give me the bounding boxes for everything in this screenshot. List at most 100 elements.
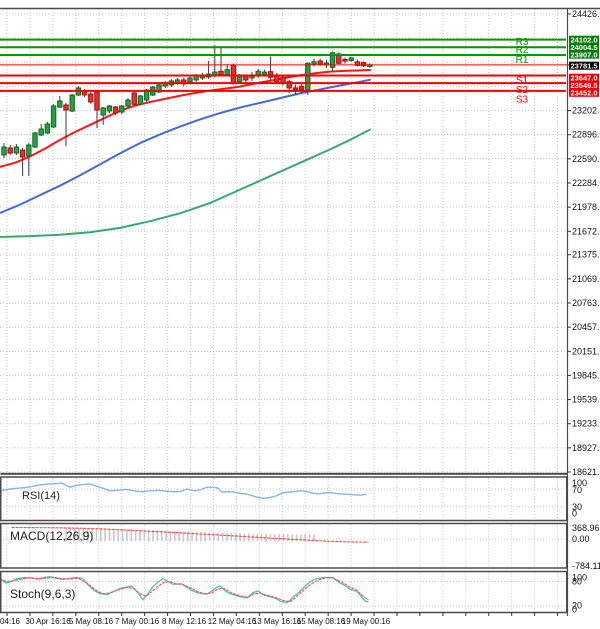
bear-candle xyxy=(354,61,361,66)
bull-candle xyxy=(38,128,44,136)
y-axis-label: 22590.0 xyxy=(572,154,600,164)
bull-candle xyxy=(69,94,75,112)
bear-candle xyxy=(360,62,367,67)
last-price-value: 23781.5 xyxy=(570,62,597,71)
pivot-s1-box xyxy=(569,73,599,82)
indicator-axis-label: 100 xyxy=(572,478,587,488)
y-axis-label: 19539.0 xyxy=(572,395,600,405)
x-axis-label: 04:16 xyxy=(0,617,21,626)
pivot-r3-value: 24102.0 xyxy=(570,36,597,45)
y-axis-label: 21978.0 xyxy=(572,202,600,212)
x-axis-label: 7 May 00:16 xyxy=(115,617,160,626)
x-axis-label: 15 May 08:16 xyxy=(297,617,346,626)
bear-candle xyxy=(286,81,292,89)
bear-candle xyxy=(94,91,100,111)
pivot-r1-value: 23907.0 xyxy=(570,51,597,60)
bull-candle xyxy=(1,146,7,156)
indicator-axis-label: 0 xyxy=(572,605,577,615)
bear-candle xyxy=(63,104,69,111)
pivot-label-r2: R2 xyxy=(516,45,529,56)
bull-candle xyxy=(26,144,32,157)
pivot-s3-box xyxy=(569,88,599,97)
bull-candle xyxy=(13,146,20,154)
bull-candle xyxy=(156,84,162,93)
indicator-axis-label: 20 xyxy=(572,601,582,611)
pivot-r3-box xyxy=(569,35,599,44)
indicator-axis-label: 80 xyxy=(572,577,582,587)
bull-candle xyxy=(348,57,354,62)
pivot-r1-box xyxy=(569,50,599,59)
x-axis-label: 13 May 16:16 xyxy=(253,617,302,626)
x-axis-label: 30 Apr 16:16 xyxy=(25,617,71,626)
bull-candle xyxy=(193,75,199,81)
bear-candle xyxy=(7,147,13,154)
bear-candle xyxy=(131,92,137,105)
y-axis-label: 23202.0 xyxy=(572,106,600,116)
bull-candle xyxy=(100,107,106,116)
bull-candle xyxy=(137,95,144,105)
stoch-indicator-label: Stoch(9,6,3) xyxy=(10,587,76,601)
grid-layer xyxy=(0,9,566,612)
bear-candle xyxy=(292,87,299,90)
pivot-label-r3: R3 xyxy=(516,37,529,48)
pivot-label-s1: S1 xyxy=(516,76,529,87)
pivot-r2-value: 24004.5 xyxy=(570,43,597,52)
bear-candle xyxy=(298,85,305,90)
bear-candle xyxy=(112,106,119,114)
y-axis-label: 24426.0 xyxy=(572,9,600,19)
y-axis-label: 19845.0 xyxy=(572,370,600,380)
bull-candle xyxy=(305,62,311,91)
pivot-r2-box xyxy=(569,43,599,52)
y-axis-label: 20151.0 xyxy=(572,346,600,356)
pivot-s2-value: 23549.5 xyxy=(570,81,597,90)
stoch-layer xyxy=(0,575,369,604)
y-axis-label: 22896.0 xyxy=(572,130,600,140)
last-price-box xyxy=(569,61,599,70)
pivot-s2-box xyxy=(569,81,599,90)
y-axis-label: 21375.0 xyxy=(572,250,600,260)
bull-candle xyxy=(187,77,193,83)
price-axis-labels: 24426.0 23202.0 22896.0 22590.0 22284.0 21978… xyxy=(567,9,600,477)
y-axis-label: 20763.0 xyxy=(572,298,600,308)
bull-candle xyxy=(261,71,268,75)
time-axis: 04:16 30 Apr 16:165 May 08:16 7 May 00:16 8… xyxy=(0,612,559,626)
indicator-axis-label: 100 xyxy=(572,573,587,583)
bull-candle xyxy=(236,75,243,83)
y-axis-label: 22284.0 xyxy=(572,178,600,188)
bull-candle xyxy=(125,99,131,107)
pivot-label-s3: S3 xyxy=(516,95,529,106)
indicator-axis-label: 70 xyxy=(572,485,582,495)
bear-candle xyxy=(317,60,323,65)
indicator-axis-label: 0 xyxy=(572,509,577,519)
bull-candle xyxy=(57,100,63,108)
bear-candle xyxy=(218,70,224,75)
pivot-s3-value: 23452.0 xyxy=(570,89,597,98)
macd-indicator-label: MACD(12,26,9) xyxy=(10,529,94,543)
moving-averages xyxy=(0,69,371,238)
bull-candle xyxy=(44,123,51,134)
bear-candle xyxy=(230,64,237,84)
y-axis-label: 21069.0 xyxy=(572,274,600,284)
bull-candle xyxy=(32,132,38,148)
y-axis-label: 19233.0 xyxy=(572,419,600,429)
indicator-axis-label: -784.11 xyxy=(572,561,600,571)
bull-candle xyxy=(106,105,113,112)
indicator-axis-label: 0.00 xyxy=(572,534,590,544)
bull-candle xyxy=(329,52,336,68)
x-axis-label: 12 May 04:16 xyxy=(208,617,257,626)
pivot-lines: R3R2R1S1S2S3 xyxy=(0,37,569,106)
bull-candle xyxy=(224,69,230,75)
bull-candle xyxy=(311,61,317,65)
rsi-indicator-label: RSI(14) xyxy=(22,490,60,502)
y-axis-label: 18621.0 xyxy=(572,467,600,477)
y-axis-label: 18927.0 xyxy=(572,443,600,453)
bear-candle xyxy=(243,75,249,81)
indicator-axis-label: 368.96 xyxy=(572,523,600,533)
bear-candle xyxy=(88,93,94,103)
x-axis-label: 5 May 08:16 xyxy=(69,617,114,626)
indicator-axis-label: 30 xyxy=(572,502,582,512)
